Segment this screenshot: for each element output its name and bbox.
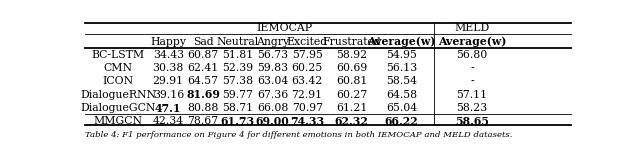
Text: 60.27: 60.27	[336, 90, 367, 100]
Text: 58.65: 58.65	[455, 116, 489, 127]
Text: Angry: Angry	[256, 36, 289, 46]
Text: 58.71: 58.71	[222, 103, 253, 113]
Text: -: -	[470, 63, 474, 73]
Text: 58.54: 58.54	[386, 76, 417, 87]
Text: Excited: Excited	[287, 36, 328, 46]
Text: 62.32: 62.32	[335, 116, 369, 127]
Text: 61.21: 61.21	[336, 103, 367, 113]
Text: 65.04: 65.04	[386, 103, 417, 113]
Text: 72.91: 72.91	[292, 90, 323, 100]
Text: 34.43: 34.43	[153, 50, 184, 60]
Text: 57.11: 57.11	[456, 90, 488, 100]
Text: 47.1: 47.1	[155, 103, 182, 114]
Text: 30.38: 30.38	[152, 63, 184, 73]
Text: Table 4: F1 performance on Figure 4 for different emotions in both IEMOCAP and M: Table 4: F1 performance on Figure 4 for …	[85, 131, 513, 139]
Text: 60.87: 60.87	[188, 50, 219, 60]
Text: 63.42: 63.42	[292, 76, 323, 87]
Text: DialogueGCN: DialogueGCN	[81, 103, 156, 113]
Text: 64.57: 64.57	[188, 76, 218, 87]
Text: 70.97: 70.97	[292, 103, 323, 113]
Text: 58.92: 58.92	[336, 50, 367, 60]
Text: 51.81: 51.81	[222, 50, 253, 60]
Text: Average(w): Average(w)	[438, 36, 506, 47]
Text: Happy: Happy	[150, 36, 186, 46]
Text: 62.41: 62.41	[188, 63, 219, 73]
Text: IEMOCAP: IEMOCAP	[257, 23, 313, 33]
Text: Sad: Sad	[193, 36, 213, 46]
Text: 59.77: 59.77	[222, 90, 253, 100]
Text: Frustrated: Frustrated	[323, 36, 381, 46]
Text: 57.38: 57.38	[222, 76, 253, 87]
Text: 60.69: 60.69	[336, 63, 367, 73]
Text: 29.91: 29.91	[153, 76, 184, 87]
Text: 56.73: 56.73	[257, 50, 288, 60]
Text: ICON: ICON	[102, 76, 134, 87]
Text: 56.13: 56.13	[386, 63, 417, 73]
Text: 63.04: 63.04	[257, 76, 288, 87]
Text: 52.39: 52.39	[222, 63, 253, 73]
Text: 54.95: 54.95	[386, 50, 417, 60]
Text: DialogueRNN: DialogueRNN	[80, 90, 156, 100]
Text: BC-LSTM: BC-LSTM	[92, 50, 145, 60]
Text: 66.22: 66.22	[385, 116, 419, 127]
Text: 58.23: 58.23	[456, 103, 488, 113]
Text: 66.08: 66.08	[257, 103, 288, 113]
Text: 67.36: 67.36	[257, 90, 288, 100]
Text: 80.88: 80.88	[188, 103, 219, 113]
Text: Neutral: Neutral	[216, 36, 259, 46]
Text: CMN: CMN	[104, 63, 132, 73]
Text: MELD: MELD	[454, 23, 490, 33]
Text: Average(w): Average(w)	[367, 36, 436, 47]
Text: 59.83: 59.83	[257, 63, 288, 73]
Text: 39.16: 39.16	[153, 90, 184, 100]
Text: 56.80: 56.80	[456, 50, 488, 60]
Text: MMGCN: MMGCN	[93, 116, 143, 127]
Text: 57.95: 57.95	[292, 50, 323, 60]
Text: -: -	[470, 76, 474, 87]
Text: 60.81: 60.81	[336, 76, 367, 87]
Text: 60.25: 60.25	[292, 63, 323, 73]
Text: 69.00: 69.00	[255, 116, 289, 127]
Text: 78.67: 78.67	[188, 116, 219, 127]
Text: 81.69: 81.69	[186, 89, 220, 100]
Text: 42.34: 42.34	[153, 116, 184, 127]
Text: 64.58: 64.58	[386, 90, 417, 100]
Text: 61.73: 61.73	[221, 116, 255, 127]
Text: 74.33: 74.33	[290, 116, 324, 127]
